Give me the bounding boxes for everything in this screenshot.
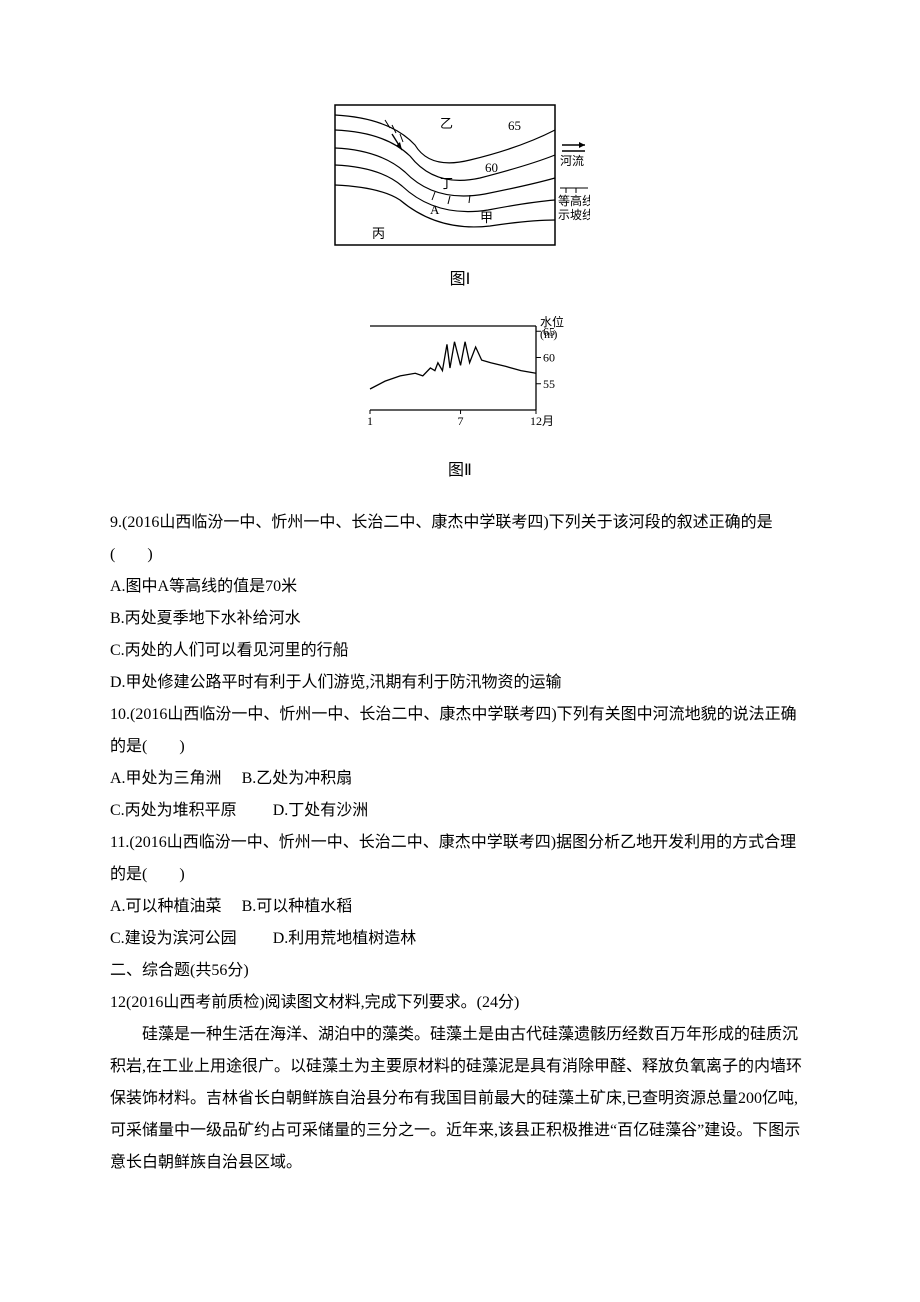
q10-options-ab: A.甲处为三角洲 B.乙处为冲积扇 — [110, 763, 810, 795]
q11-option-b: B.可以种植水稻 — [242, 898, 353, 915]
q11-options-cd: C.建设为滨河公园 D.利用荒地植树造林 — [110, 923, 810, 955]
label-bing: 丙 — [372, 226, 385, 241]
hydrograph-svg: 656055水位(m)1712月 — [350, 316, 570, 441]
q12-passage: 硅藻是一种生活在海洋、湖泊中的藻类。硅藻土是由古代硅藻遗骸历经数百万年形成的硅质… — [110, 1019, 810, 1179]
figure-2: 656055水位(m)1712月 图Ⅱ — [110, 316, 810, 487]
q11-option-c: C.建设为滨河公园 — [110, 930, 237, 947]
q9-option-d: D.甲处修建公路平时有利于人们游览,汛期有利于防汛物资的运输 — [110, 667, 810, 699]
figure-2-caption: 图Ⅱ — [110, 455, 810, 487]
q10-option-a: A.甲处为三角洲 — [110, 770, 222, 787]
svg-text:12月: 12月 — [530, 414, 554, 428]
q10-option-b: B.乙处为冲积扇 — [242, 770, 353, 787]
figure-1-caption: 图Ⅰ — [110, 264, 810, 296]
q10-stem: 10.(2016山西临汾一中、忻州一中、长治二中、康杰中学联考四)下列有关图中河… — [110, 699, 810, 763]
q9-option-b: B.丙处夏季地下水补给河水 — [110, 603, 810, 635]
q11-option-d: D.利用荒地植树造林 — [273, 930, 417, 947]
q10-option-c: C.丙处为堆积平原 — [110, 802, 237, 819]
legend-river: 河流 — [560, 154, 584, 168]
contour-map-svg: 乙 65 60 丁 A 甲 丙 河流 等高线 示坡线 — [330, 100, 590, 250]
q11-options-ab: A.可以种植油菜 B.可以种植水稻 — [110, 891, 810, 923]
legend-contour: 等高线 — [558, 193, 590, 208]
label-60: 60 — [485, 160, 498, 175]
q9-option-a: A.图中A等高线的值是70米 — [110, 571, 810, 603]
q9-option-c: C.丙处的人们可以看见河里的行船 — [110, 635, 810, 667]
label-jia: 甲 — [480, 210, 493, 225]
q10-option-d: D.丁处有沙洲 — [273, 802, 369, 819]
q12-stem: 12(2016山西考前质检)阅读图文材料,完成下列要求。(24分) — [110, 987, 810, 1019]
q9-stem: 9.(2016山西临汾一中、忻州一中、长治二中、康杰中学联考四)下列关于该河段的… — [110, 507, 810, 571]
label-ding: 丁 — [440, 176, 453, 191]
q11-option-a: A.可以种植油菜 — [110, 898, 222, 915]
label-65: 65 — [508, 118, 521, 133]
svg-text:60: 60 — [543, 351, 555, 365]
svg-text:1: 1 — [367, 414, 373, 428]
label-A: A — [430, 202, 440, 217]
svg-text:(m): (m) — [540, 327, 557, 341]
figure-1: 乙 65 60 丁 A 甲 丙 河流 等高线 示坡线 图Ⅰ — [110, 100, 810, 296]
section-2-heading: 二、综合题(共56分) — [110, 955, 810, 987]
q11-stem: 11.(2016山西临汾一中、忻州一中、长治二中、康杰中学联考四)据图分析乙地开… — [110, 827, 810, 891]
svg-text:55: 55 — [543, 377, 555, 391]
label-yi: 乙 — [440, 116, 453, 131]
svg-text:7: 7 — [458, 414, 464, 428]
q10-options-cd: C.丙处为堆积平原 D.丁处有沙洲 — [110, 795, 810, 827]
legend-slope: 示坡线 — [558, 208, 590, 222]
